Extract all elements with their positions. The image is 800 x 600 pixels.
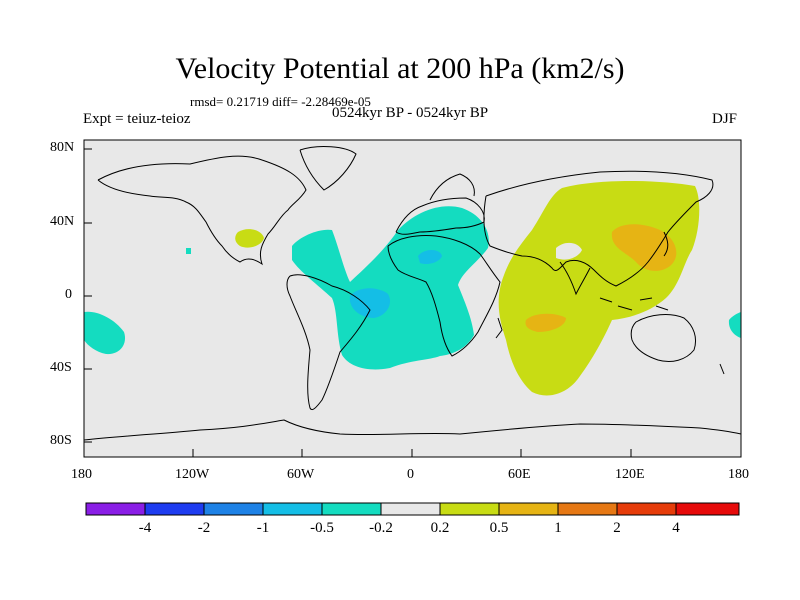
colorbar-box-3 [203, 502, 264, 516]
lat-label-0: 0 [65, 287, 72, 302]
colorbar-box-10 [616, 502, 677, 516]
colorbar-box-8 [498, 502, 559, 516]
colorbar-box-1 [85, 502, 146, 516]
coastline-asia [483, 170, 714, 287]
colorbar-box-9 [557, 502, 618, 516]
colorbar-box-5 [321, 502, 382, 516]
contour-fills [84, 181, 741, 396]
coastline-indonesia [599, 297, 669, 311]
coastline-japan [663, 231, 669, 257]
colorbar-label: 0.5 [489, 520, 509, 536]
neutral-hole-arabia [556, 242, 582, 260]
lon-label-0: 0 [407, 467, 414, 482]
positive-core-east-asia [611, 224, 677, 271]
negative-region-west-edge [728, 312, 741, 338]
colorbar-box-2 [144, 502, 205, 516]
coastline-antarctica [83, 419, 742, 441]
colorbar-box-11 [675, 502, 740, 516]
positive-region-caribbean [235, 229, 264, 248]
coastline-madagascar [495, 317, 503, 339]
negative-core-south-america [349, 288, 391, 318]
coastline-south-america [286, 274, 371, 411]
coastline-greenland [299, 146, 357, 191]
period-label: 0524kyr BP - 0524kyr BP [331, 105, 489, 121]
lon-label-120e: 120E [615, 467, 645, 482]
coastlines [83, 146, 742, 441]
lat-label-80n: 80N [50, 140, 75, 155]
positive-core-indian-ocean [525, 313, 566, 332]
negative-spot-pacific [186, 248, 191, 254]
lat-label-80s: 80S [50, 433, 72, 448]
coastline-north-america [97, 155, 307, 266]
lon-label-60e: 60E [508, 467, 531, 482]
colorbar-label: -4 [138, 520, 152, 536]
colorbar-label: 2 [613, 520, 621, 536]
season-label: DJF [712, 111, 738, 127]
colorbar-box-7 [439, 502, 500, 516]
lat-label-40n: 40N [50, 214, 75, 229]
stats-text: rmsd= 0.21719 diff= -2.28469e-05 [190, 94, 371, 109]
lon-label-180-left: 180 [71, 467, 92, 482]
colorbar-label: -0.2 [369, 520, 393, 536]
colorbar-label: -0.5 [310, 520, 334, 536]
negative-region-east-pacific [84, 311, 126, 355]
colorbar-label: 1 [554, 520, 562, 536]
lon-label-120w: 120W [175, 467, 210, 482]
axis-ticks [84, 148, 632, 457]
colorbar-box-6 [380, 502, 441, 516]
lon-label-60w: 60W [287, 467, 315, 482]
colorbar-label: -2 [197, 520, 211, 536]
colorbar-label: -1 [256, 520, 270, 536]
colorbar-label: 0.2 [430, 520, 450, 536]
colorbar-box-4 [262, 502, 323, 516]
lon-label-180-right: 180 [728, 467, 749, 482]
negative-region-atlantic [292, 206, 489, 370]
colorbar-label: 4 [672, 520, 680, 536]
coastline-new-zealand [719, 363, 725, 375]
coastline-africa [387, 235, 501, 357]
coastline-scandinavia [429, 173, 475, 201]
plot-title: Velocity Potential at 200 hPa (km2/s) [175, 52, 625, 85]
experiment-label: Expt = teiuz-teioz [83, 111, 191, 127]
lat-label-40s: 40S [50, 360, 72, 375]
negative-core-north-africa [418, 250, 442, 265]
coastline-india [559, 261, 591, 296]
coastline-australia [630, 314, 697, 363]
colorbar [85, 502, 740, 516]
